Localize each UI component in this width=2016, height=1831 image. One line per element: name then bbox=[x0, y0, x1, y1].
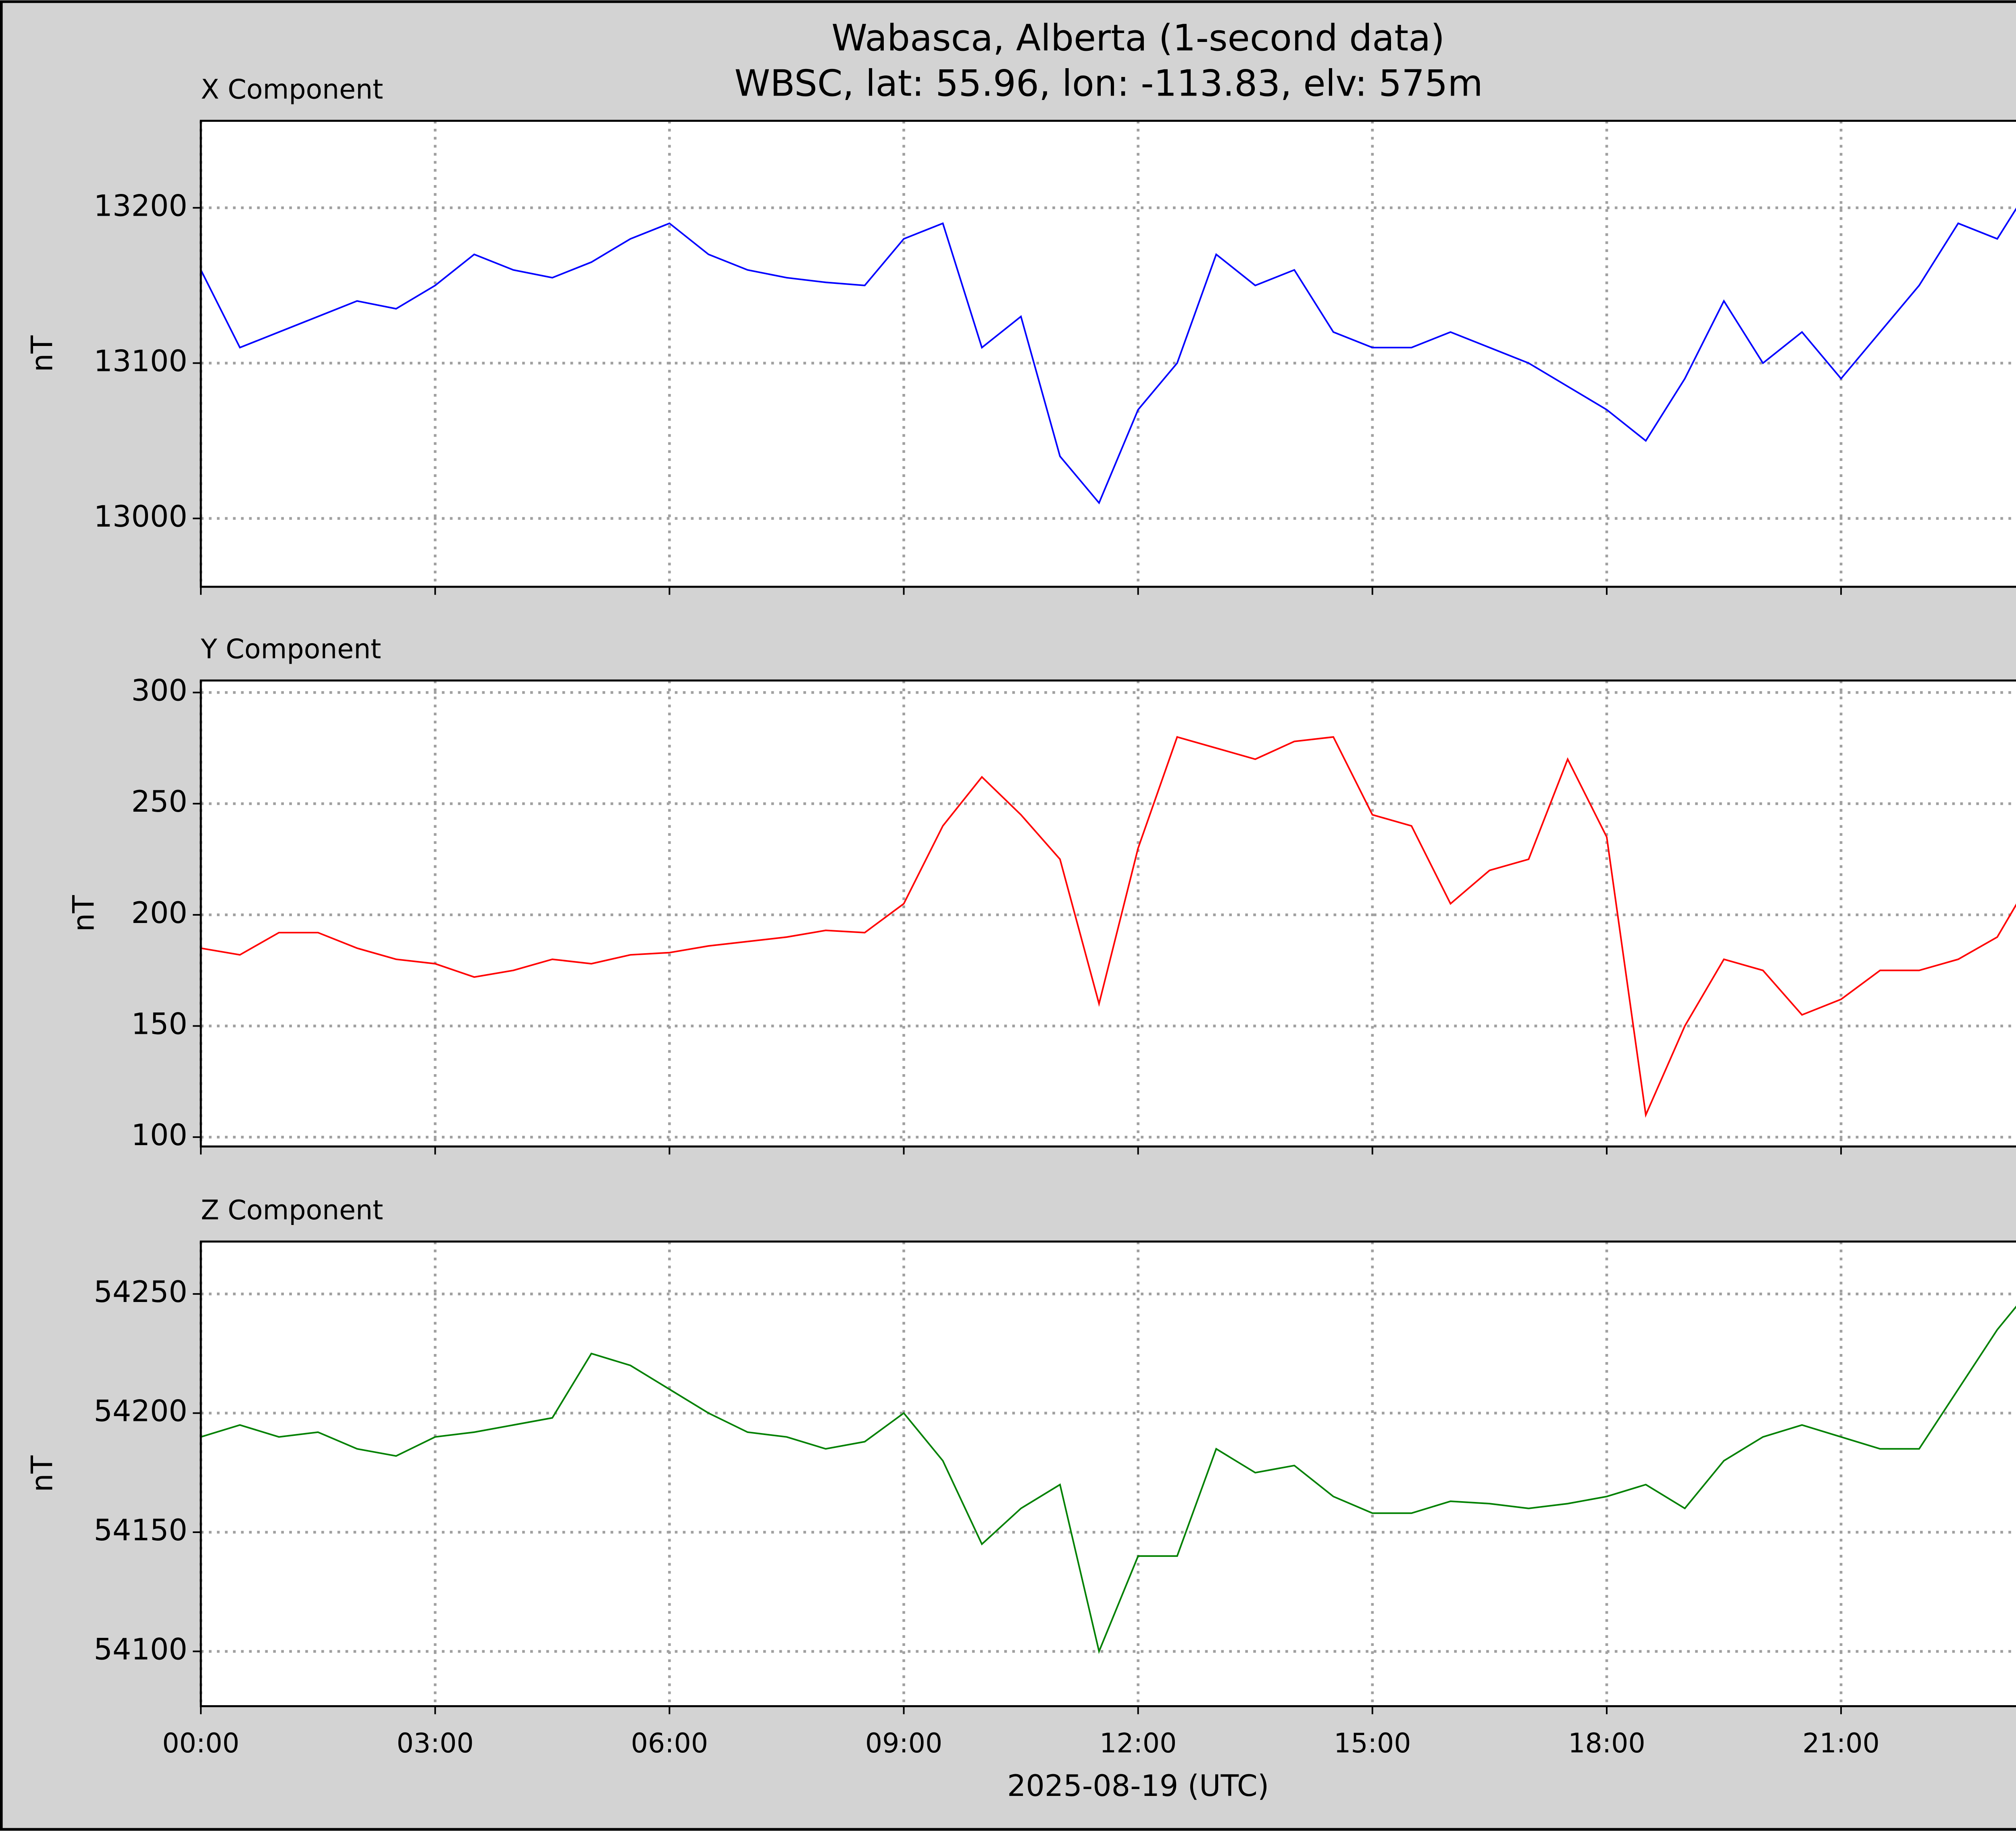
data-line bbox=[200, 736, 2016, 1118]
x-tick-label: 06:00 bbox=[631, 1727, 708, 1759]
y-tick-label: 54100 bbox=[94, 1633, 187, 1667]
y-tick-label: 300 bbox=[131, 673, 187, 708]
x-tick-label: 21:00 bbox=[1802, 1727, 1879, 1759]
chart-subtitle: WBSC, lat: 55.96, lon: -113.83, elv: 575… bbox=[735, 63, 1483, 105]
y-axis-label: nT bbox=[25, 1455, 60, 1492]
y-tick-label: 250 bbox=[131, 785, 187, 819]
x-tick-label: 18:00 bbox=[1568, 1727, 1645, 1759]
plot-area bbox=[201, 121, 2016, 587]
chart-title: Wabasca, Alberta (1-second data) bbox=[831, 17, 1445, 59]
y-tick-label: 54250 bbox=[94, 1275, 187, 1309]
plot-frame bbox=[200, 679, 2016, 1148]
y-tick-label: 13100 bbox=[94, 344, 187, 379]
y-tick-label: 200 bbox=[131, 896, 187, 930]
panel-title: Z Component bbox=[201, 1194, 383, 1226]
plot-frame bbox=[200, 120, 2016, 588]
data-line bbox=[200, 207, 2016, 505]
y-tick-label: 54150 bbox=[94, 1513, 187, 1548]
y-tick-label: 13200 bbox=[94, 189, 187, 223]
y-tick-label: 13000 bbox=[94, 500, 187, 534]
y-axis-label: nT bbox=[67, 895, 101, 932]
y-tick-label: 54200 bbox=[94, 1394, 187, 1429]
y-tick-label: 100 bbox=[131, 1118, 187, 1152]
x-tick-label: 03:00 bbox=[397, 1727, 474, 1759]
panel-title: Y Component bbox=[200, 633, 381, 665]
data-line bbox=[200, 1305, 2016, 1654]
x-axis-label: 2025-08-19 (UTC) bbox=[1007, 1769, 1269, 1803]
plot-frame bbox=[200, 1240, 2016, 1707]
panel-title: X Component bbox=[201, 74, 383, 105]
x-tick-label: 09:00 bbox=[865, 1727, 942, 1759]
y-tick-label: 150 bbox=[131, 1007, 187, 1042]
y-axis-label: nT bbox=[25, 335, 60, 372]
x-tick-label: 15:00 bbox=[1334, 1727, 1411, 1759]
plot-area bbox=[201, 1241, 2016, 1706]
x-tick-label: 12:00 bbox=[1100, 1727, 1177, 1759]
x-tick-label: 00:00 bbox=[162, 1727, 239, 1759]
